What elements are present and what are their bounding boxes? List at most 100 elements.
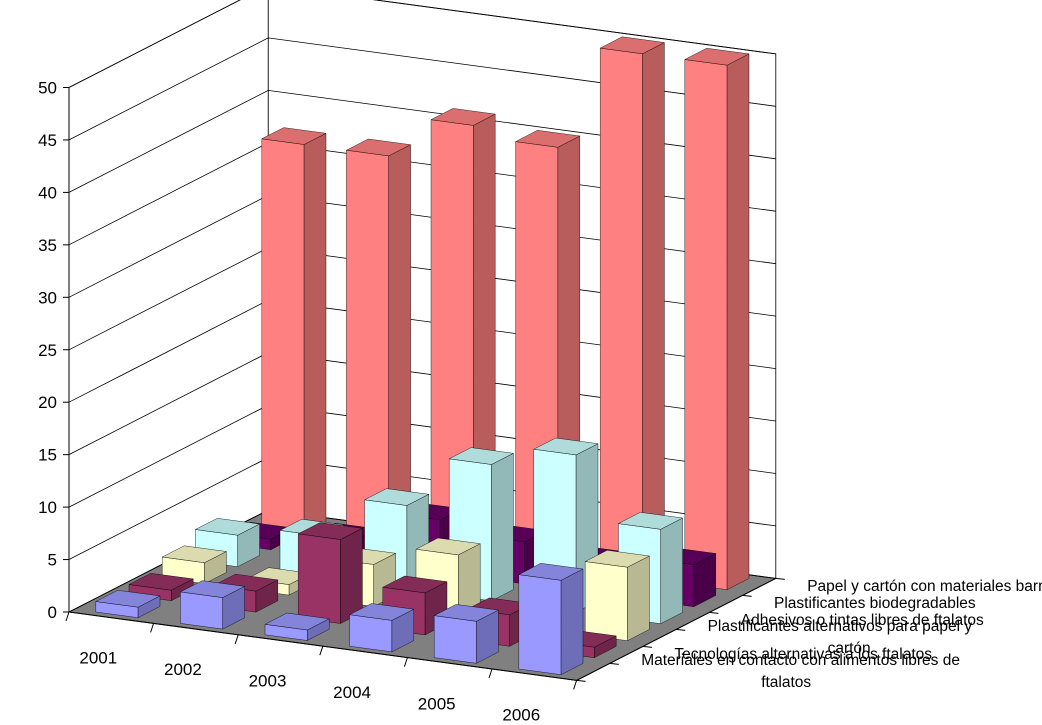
series-label: Plastificantes biodegradables <box>774 595 976 612</box>
bar-top <box>345 138 412 157</box>
gridline <box>68 0 776 88</box>
bar <box>345 138 412 545</box>
y-tick-label: 30 <box>38 288 57 307</box>
axes <box>63 87 785 690</box>
y-tick-label: 50 <box>38 79 57 98</box>
bar-side <box>660 517 683 625</box>
bar <box>433 604 500 664</box>
bar-top <box>533 437 599 456</box>
series-label: ftalatos <box>761 674 811 691</box>
bar-top <box>261 127 327 145</box>
bar-side <box>642 42 665 579</box>
bars <box>95 36 750 676</box>
x-tick-label: 2004 <box>333 683 371 702</box>
bar-top <box>518 563 584 581</box>
depth-tick <box>676 628 686 631</box>
bar-top <box>297 522 364 540</box>
bar-top <box>382 575 448 594</box>
bar-side <box>726 53 750 591</box>
bar-side <box>303 132 327 534</box>
series-label: Papel y cartón con materiales barrera <box>807 578 1042 595</box>
x-tick <box>319 646 324 656</box>
depth-tick <box>576 679 586 682</box>
bar-top <box>179 580 246 598</box>
bar-front <box>298 533 341 624</box>
x-tick <box>403 657 408 667</box>
depth-tick <box>742 594 752 597</box>
bar-top <box>584 550 651 568</box>
side-wall <box>68 0 269 613</box>
x-tick <box>488 668 493 679</box>
bar-top <box>264 612 330 631</box>
series-label: cartón <box>828 640 871 657</box>
bar-top <box>448 447 515 465</box>
depth-tick <box>609 662 619 665</box>
bar-top <box>95 590 161 608</box>
bar-top <box>161 545 228 563</box>
series-label: Tecnologías alternativas a los ftalatos <box>674 646 932 663</box>
bar-top <box>433 604 500 622</box>
bar-side <box>560 568 584 676</box>
x-tick <box>150 623 155 633</box>
bar-front <box>349 614 393 653</box>
x-tick <box>234 634 239 644</box>
bar-top <box>684 47 750 66</box>
bar-top <box>514 130 581 148</box>
bar-top <box>430 108 496 126</box>
bar-top <box>599 36 666 55</box>
series-label: Adhesivos o tintas libres de ftalatos <box>741 612 984 629</box>
bar-front <box>585 561 628 641</box>
bar-front <box>261 138 305 533</box>
bar-front <box>180 591 223 630</box>
bar <box>179 580 246 630</box>
x-tick <box>65 611 70 622</box>
bar-front <box>434 615 477 664</box>
bar-top <box>348 603 415 621</box>
bar-front <box>600 47 643 579</box>
bar-side <box>388 144 411 545</box>
y-tick-label: 0 <box>48 603 57 622</box>
series-label: Plastificantes alternativos para papel y <box>708 618 973 635</box>
bar-front <box>684 59 728 590</box>
bar <box>430 108 496 556</box>
bar-side <box>340 527 363 624</box>
x-tick-label: 2002 <box>164 660 202 679</box>
depth-tick <box>642 645 653 648</box>
bar-top <box>363 488 430 506</box>
bar-top <box>415 537 481 556</box>
bar <box>297 522 364 624</box>
bar-side <box>627 555 650 642</box>
bar <box>161 545 228 585</box>
bar <box>95 590 161 619</box>
x-tick-label: 2005 <box>418 694 456 713</box>
bar <box>261 127 327 534</box>
x-tick <box>573 680 578 690</box>
y-tick-label: 15 <box>38 446 57 465</box>
bar-top <box>194 518 261 536</box>
y-tick-label: 20 <box>38 393 57 412</box>
x-tick-label: 2001 <box>79 649 117 668</box>
depth-tick <box>709 611 719 614</box>
y-tick-label: 45 <box>38 131 57 150</box>
bar <box>128 573 194 602</box>
y-tick-label: 10 <box>38 498 57 517</box>
bar-top <box>617 512 684 530</box>
bar <box>584 550 651 642</box>
bar-front <box>346 149 389 545</box>
bar-front <box>518 574 562 675</box>
labels: 0 5 10 15 20 25 30 35 40 45 50 2001 2002 2003 2004 2005… <box>38 79 1042 725</box>
bar <box>264 612 330 641</box>
depth-tick <box>775 577 785 580</box>
y-tick-label: 35 <box>38 236 57 255</box>
bar-top <box>128 573 194 591</box>
y-tick-label: 40 <box>38 183 57 202</box>
y-tick-label: 25 <box>38 341 57 360</box>
bar <box>599 36 666 579</box>
bar <box>518 563 584 676</box>
series-label: Materiales en contacto con alimentos lib… <box>641 652 960 669</box>
x-tick-label: 2003 <box>249 672 287 691</box>
bar-side <box>491 452 514 602</box>
bar <box>684 47 750 591</box>
bar <box>348 603 415 653</box>
